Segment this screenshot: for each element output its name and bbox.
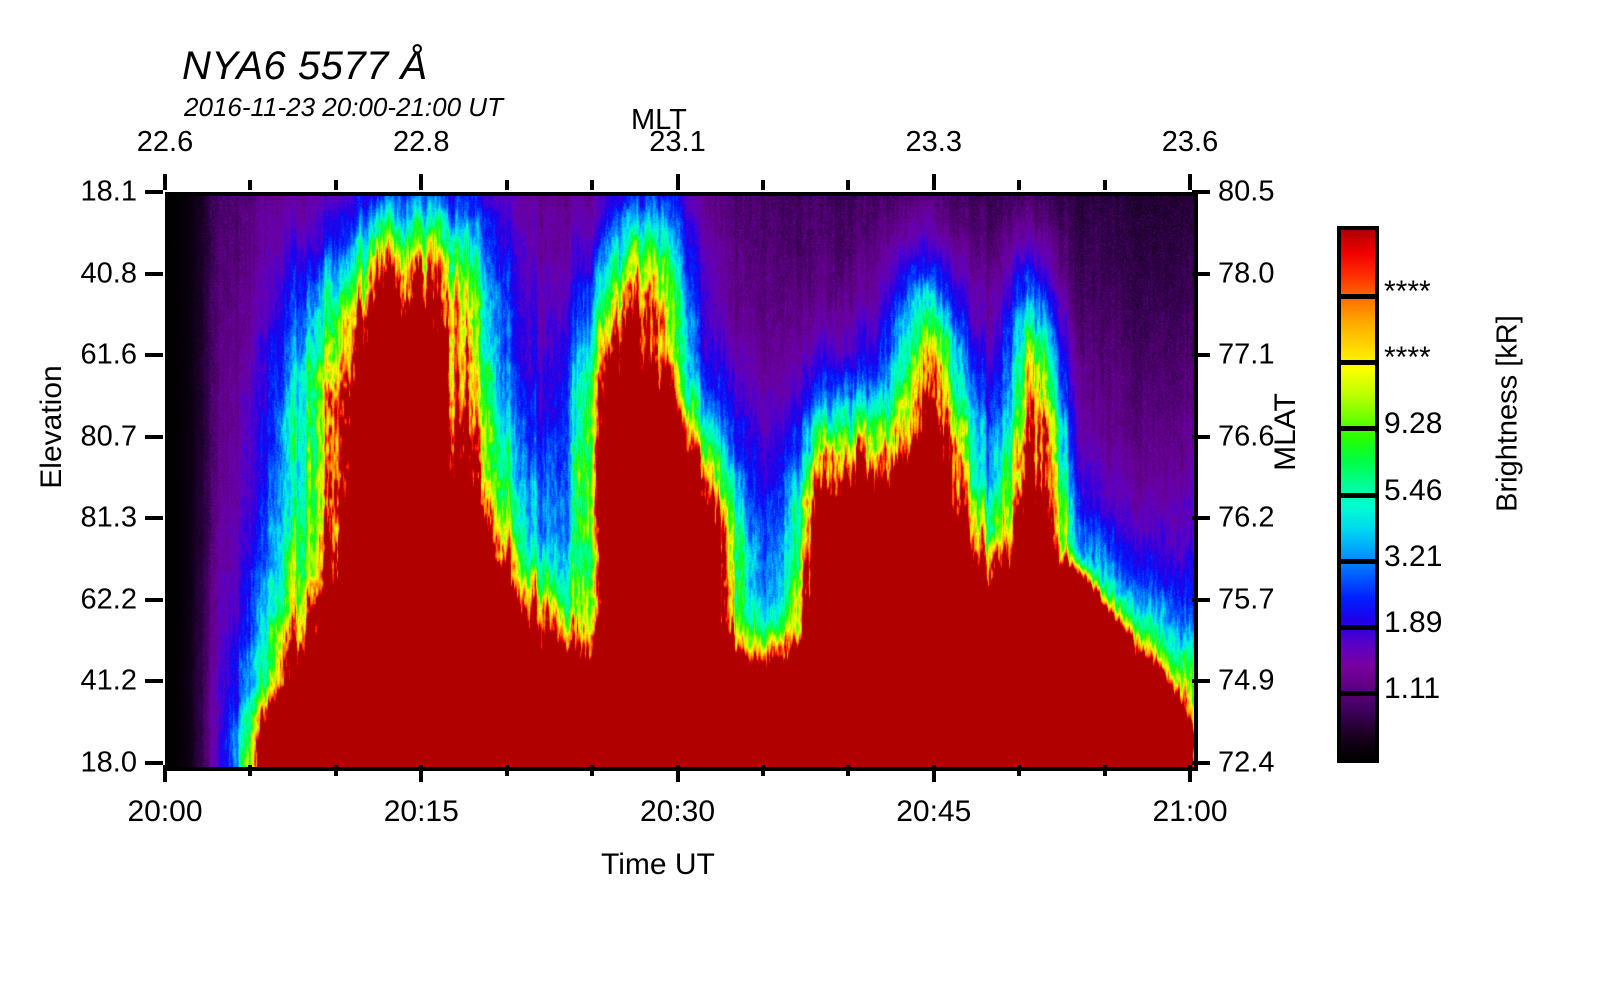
top-axis-tick: [1188, 174, 1192, 190]
right-axis-tick: [1192, 679, 1210, 684]
top-axis-minor-tick: [333, 180, 338, 190]
right-axis-tick: [1192, 761, 1210, 765]
bottom-axis-minor-tick: [248, 765, 253, 776]
page-title: NYA6 5577 Å: [182, 44, 428, 88]
bottom-axis-minor-tick: [1017, 765, 1022, 776]
colorbar-tick-label: ****: [1384, 275, 1431, 309]
right-axis-tick: [1192, 597, 1210, 602]
colorbar-divider: [1341, 691, 1375, 696]
bottom-axis-tick-label: 21:00: [1152, 795, 1228, 828]
right-axis-tick-label: 76.6: [1218, 420, 1275, 453]
colorbar-divider: [1341, 493, 1375, 498]
top-axis-minor-tick: [846, 180, 851, 190]
colorbar-tick-label: 1.89: [1384, 605, 1443, 639]
right-axis-tick-label: 72.4: [1218, 746, 1275, 779]
left-axis-tick-label: 18.1: [80, 175, 137, 208]
bottom-axis-tick: [675, 765, 680, 782]
left-axis-tick-label: 80.7: [80, 420, 137, 453]
keogram-plot-area: [165, 192, 1198, 771]
top-axis-tick-label: 23.3: [905, 126, 962, 158]
x-axis-title: Time UT: [601, 848, 715, 881]
left-axis-tick-label: 81.3: [80, 501, 137, 534]
top-axis-minor-tick: [1017, 180, 1022, 190]
right-axis-tick-label: 78.0: [1218, 257, 1275, 290]
colorbar-tick-label: 5.46: [1384, 473, 1443, 507]
right-axis-tick-label: 80.5: [1218, 175, 1275, 208]
colorbar-tick-label: 9.28: [1384, 407, 1443, 441]
colorbar-divider: [1341, 625, 1375, 630]
right-axis-tick-label: 76.2: [1218, 501, 1275, 534]
right-axis-tick: [1192, 434, 1210, 439]
top-axis-tick: [675, 174, 680, 190]
bottom-axis-minor-tick: [504, 765, 509, 776]
bottom-axis-tick: [931, 765, 936, 782]
top-axis-minor-tick: [504, 180, 509, 190]
bottom-axis-tick-label: 20:45: [896, 795, 972, 828]
top-axis-tick: [163, 174, 167, 190]
top-axis-tick-label: 22.6: [136, 126, 194, 158]
left-axis-tick: [145, 434, 163, 439]
top-axis-tick-label: 22.8: [393, 126, 450, 158]
top-axis-tick-label: 23.1: [649, 126, 706, 158]
top-axis-minor-tick: [248, 180, 253, 190]
top-axis-minor-tick: [760, 180, 765, 190]
left-axis-tick: [145, 761, 163, 765]
bottom-axis-tick: [419, 765, 424, 782]
right-axis-tick-label: 77.1: [1218, 338, 1275, 371]
right-axis-tick: [1192, 353, 1210, 358]
left-axis-tick: [145, 597, 163, 602]
colorbar-title: Brightness [kR]: [1491, 315, 1524, 512]
bottom-axis-tick: [1188, 765, 1192, 782]
colorbar-tick-label: 3.21: [1384, 539, 1443, 573]
colorbar-divider: [1341, 559, 1375, 564]
left-axis-tick: [145, 353, 163, 358]
bottom-axis-tick-label: 20:00: [127, 795, 203, 828]
top-axis-tick-label: 23.6: [1161, 126, 1219, 158]
left-axis-tick: [145, 190, 163, 194]
left-axis-tick: [145, 271, 163, 276]
right-axis-tick: [1192, 516, 1210, 521]
left-axis-tick-label: 61.6: [80, 338, 137, 371]
left-axis-tick: [145, 516, 163, 521]
right-axis-tick-label: 74.9: [1218, 664, 1275, 697]
colorbar: [1337, 226, 1379, 763]
colorbar-divider: [1341, 360, 1375, 365]
page-subtitle: 2016-11-23 20:00-21:00 UT: [184, 92, 503, 122]
left-axis-tick: [145, 679, 163, 684]
bottom-axis-minor-tick: [846, 765, 851, 776]
left-axis-tick-label: 40.8: [80, 257, 137, 290]
bottom-axis-minor-tick: [333, 765, 338, 776]
bottom-axis-tick: [163, 765, 167, 782]
bottom-axis-tick-label: 20:30: [639, 795, 716, 828]
left-axis-tick-label: 18.0: [80, 746, 137, 779]
left-axis-tick-label: 41.2: [80, 664, 137, 697]
right-axis-tick: [1192, 190, 1210, 194]
keogram-image: [169, 196, 1194, 767]
bottom-axis-minor-tick: [760, 765, 765, 776]
top-axis-title: MLT: [631, 104, 687, 136]
colorbar-divider: [1341, 426, 1375, 431]
colorbar-tick-label: ****: [1384, 341, 1431, 375]
right-axis-tick-label: 75.7: [1218, 583, 1275, 616]
colorbar-divider: [1341, 294, 1375, 299]
left-axis-tick-label: 62.2: [80, 583, 137, 616]
bottom-axis-tick-label: 20:15: [383, 795, 459, 828]
bottom-axis-minor-tick: [1102, 765, 1107, 776]
right-axis-tick: [1192, 271, 1210, 276]
top-axis-tick: [931, 174, 936, 190]
top-axis-minor-tick: [590, 180, 595, 190]
top-axis-minor-tick: [1102, 180, 1107, 190]
colorbar-tick-label: 1.11: [1384, 671, 1441, 705]
bottom-axis-minor-tick: [590, 765, 595, 776]
top-axis-tick: [419, 174, 424, 190]
